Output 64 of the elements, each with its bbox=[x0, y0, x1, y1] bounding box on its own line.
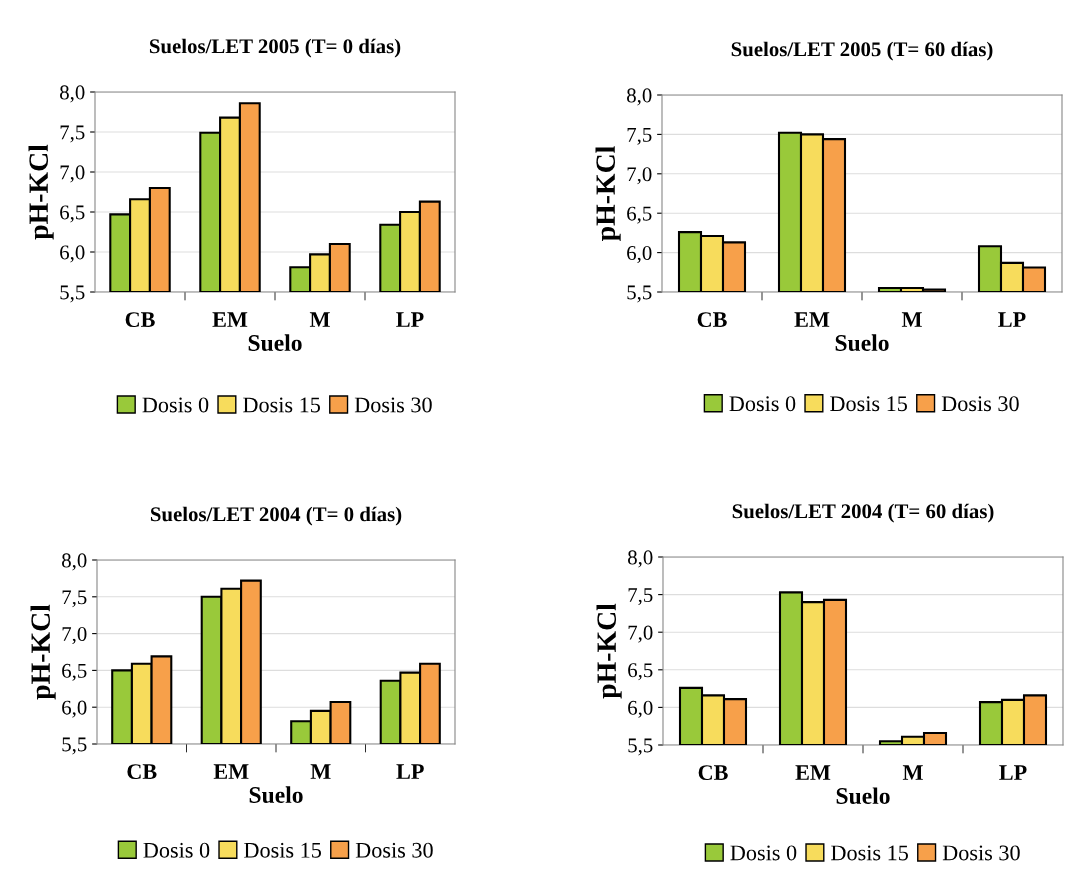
x-tick-label: EM bbox=[213, 764, 249, 779]
x-tick-label: LP bbox=[998, 312, 1026, 327]
y-tick-label: 7,5 bbox=[60, 125, 85, 143]
legend-label: Dosis 30 bbox=[942, 845, 1020, 861]
chart-title: Suelos/LET 2005 (T= 0 días) bbox=[149, 38, 401, 58]
y-tick-label: 7,0 bbox=[628, 625, 653, 643]
y-tick-label: 6,0 bbox=[62, 700, 87, 718]
x-tick-label: M bbox=[901, 312, 922, 327]
y-tick-label: 8,0 bbox=[60, 85, 85, 103]
y-tick-label: 7,5 bbox=[62, 590, 87, 608]
x-tick-label: M bbox=[902, 765, 923, 780]
x-tick-label: EM bbox=[795, 765, 831, 780]
y-tick-label: 8,0 bbox=[62, 553, 87, 571]
x-axis-title: Suelo bbox=[835, 334, 889, 352]
legend-label: Dosis 30 bbox=[941, 396, 1019, 412]
y-tick-label: 5,5 bbox=[60, 285, 85, 303]
chart-title: Suelos/LET 2005 (T= 60 días) bbox=[731, 41, 993, 61]
chart-title: Suelos/LET 2004 (T= 0 días) bbox=[150, 506, 402, 526]
y-tick-label: 8,0 bbox=[627, 88, 652, 106]
legend-label: Dosis 15 bbox=[244, 842, 321, 858]
x-tick-label: M bbox=[309, 312, 330, 327]
x-axis-title: Suelo bbox=[249, 786, 303, 804]
x-tick-label: M bbox=[310, 764, 331, 779]
x-tick-label: LP bbox=[396, 312, 424, 327]
y-tick-label: 6,5 bbox=[628, 663, 653, 681]
x-tick-label: LP bbox=[999, 765, 1027, 780]
y-tick-label: 6,5 bbox=[62, 663, 87, 681]
y-tick-label: 6,5 bbox=[60, 205, 85, 223]
x-tick-label: CB bbox=[125, 312, 155, 328]
y-tick-label: 5,5 bbox=[628, 738, 653, 756]
legend-label: Dosis 0 bbox=[729, 396, 796, 412]
y-axis-title: pH-KCl bbox=[595, 146, 621, 241]
legend-label: Dosis 30 bbox=[354, 397, 432, 413]
legend-label: Dosis 0 bbox=[142, 397, 209, 413]
y-axis-title: pH-KCl bbox=[28, 144, 54, 240]
x-tick-label: CB bbox=[127, 764, 157, 780]
legend-label: Dosis 0 bbox=[143, 842, 210, 858]
y-axis-title: pH-KCl bbox=[596, 603, 622, 699]
legend-label: Dosis 0 bbox=[730, 845, 797, 861]
y-tick-label: 7,0 bbox=[62, 626, 87, 645]
y-tick-label: 8,0 bbox=[628, 550, 653, 568]
legend-label: Dosis 15 bbox=[830, 396, 907, 412]
x-tick-label: EM bbox=[794, 312, 830, 327]
y-tick-label: 7,5 bbox=[627, 127, 652, 145]
y-tick-label: 6,0 bbox=[628, 700, 653, 718]
y-tick-label: 7,5 bbox=[628, 588, 653, 606]
x-tick-label: CB bbox=[697, 312, 727, 328]
legend-label: Dosis 30 bbox=[355, 842, 433, 858]
x-axis-title: Suelo bbox=[836, 787, 890, 805]
legend-label: Dosis 15 bbox=[831, 845, 908, 861]
y-axis-title: pH-KCl bbox=[30, 604, 56, 700]
y-tick-label: 6,0 bbox=[60, 245, 85, 263]
y-tick-label: 6,0 bbox=[627, 245, 652, 264]
x-tick-label: LP bbox=[396, 764, 424, 779]
y-tick-label: 5,5 bbox=[627, 285, 652, 303]
y-tick-label: 7,0 bbox=[627, 167, 652, 185]
legend-label: Dosis 15 bbox=[243, 397, 320, 413]
x-tick-label: EM bbox=[212, 312, 248, 327]
x-axis-title: Suelo bbox=[248, 334, 302, 352]
x-tick-label: CB bbox=[698, 765, 728, 781]
y-tick-label: 7,0 bbox=[60, 165, 85, 183]
y-tick-label: 5,5 bbox=[62, 737, 87, 755]
chart-title: Suelos/LET 2004 (T= 60 días) bbox=[732, 503, 994, 523]
y-tick-label: 6,5 bbox=[627, 206, 652, 224]
